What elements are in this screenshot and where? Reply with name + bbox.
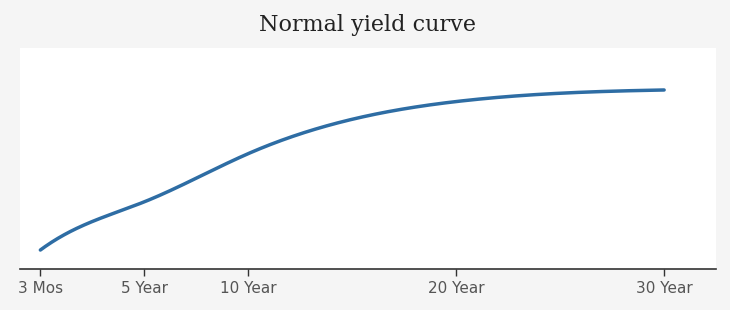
Title: Normal yield curve: Normal yield curve bbox=[259, 14, 477, 36]
